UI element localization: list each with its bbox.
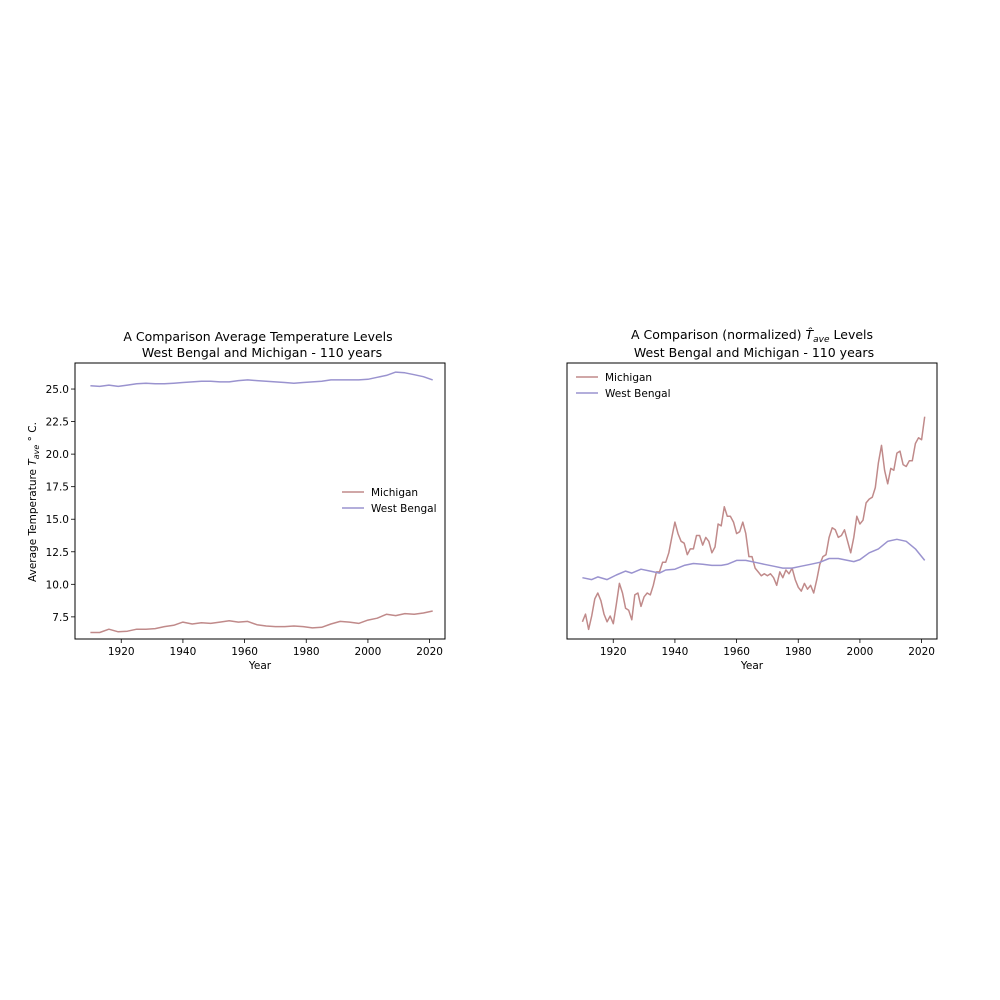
chart-right-x-tick-label-1920: 1920: [600, 646, 627, 658]
chart-right-x-ticks: 1920 1940 1960 1980 2000 2020: [600, 639, 935, 658]
chart-left-series-michigan: [90, 610, 433, 634]
chart-right-legend: Michigan West Bengal: [576, 372, 671, 400]
chart-left: A Comparison Average Temperature Levels …: [27, 329, 446, 672]
chart-left-legend-label-michigan: Michigan: [371, 487, 418, 499]
chart-left-y-ticks: 7.5 10.0 12.5 15.0 17.5 20.0 22.5 25.0: [46, 384, 75, 624]
chart-right-x-tick-label-1940: 1940: [662, 646, 689, 658]
chart-left-y-tick-label-4: 17.5: [46, 482, 69, 494]
chart-left-x-tick-label-1920: 1920: [108, 646, 135, 658]
chart-right-title-line2: West Bengal and Michigan - 110 years: [634, 345, 874, 360]
chart-left-x-tick-label-2000: 2000: [355, 646, 382, 658]
chart-left-x-axis-label: Year: [248, 660, 272, 672]
chart-right-series-west-bengal: [582, 538, 926, 581]
chart-left-x-tick-label-1960: 1960: [231, 646, 258, 658]
chart-left-x-ticks: 1920 1940 1960 1980 2000 2020: [108, 639, 443, 658]
chart-left-x-tick-label-1980: 1980: [293, 646, 320, 658]
chart-right-frame: [566, 362, 938, 640]
chart-left-y-axis-label: Average Temperature Tave ° C.: [27, 422, 41, 582]
chart-left-series-west-bengal: [90, 371, 433, 388]
chart-left-y-tick-label-0: 7.5: [52, 612, 69, 624]
chart-left-y-tick-label-2: 12.5: [46, 547, 69, 559]
chart-right-legend-label-west-bengal: West Bengal: [605, 388, 671, 400]
chart-left-frame: [74, 362, 446, 640]
chart-left-x-tick-label-1940: 1940: [170, 646, 197, 658]
chart-left-y-tick-label-3: 15.0: [46, 514, 69, 526]
chart-left-y-tick-label-7: 25.0: [46, 384, 69, 396]
chart-left-y-tick-label-5: 20.0: [46, 449, 69, 461]
chart-right-series-group: [581, 416, 926, 631]
chart-left-title-line2: West Bengal and Michigan - 110 years: [142, 345, 382, 360]
chart-right-x-tick-label-1980: 1980: [785, 646, 812, 658]
chart-right-x-tick-label-2000: 2000: [847, 646, 874, 658]
chart-left-y-tick-label-6: 22.5: [46, 417, 69, 429]
chart-right-x-axis-label: Year: [740, 660, 764, 672]
chart-right: A Comparison (normalized) T̂ave Levels W…: [566, 327, 938, 672]
chart-right-x-tick-label-2020: 2020: [908, 646, 935, 658]
chart-right-legend-label-michigan: Michigan: [605, 372, 652, 384]
chart-right-title-line1: A Comparison (normalized) T̂ave Levels: [631, 327, 873, 345]
chart-right-x-tick-label-1960: 1960: [723, 646, 750, 658]
chart-left-legend: Michigan West Bengal: [342, 487, 437, 515]
chart-left-legend-label-west-bengal: West Bengal: [371, 503, 437, 515]
chart-left-series-group: [90, 371, 433, 634]
chart-left-title-line1: A Comparison Average Temperature Levels: [123, 329, 392, 344]
chart-right-series-michigan: [581, 416, 926, 631]
chart-left-x-tick-label-2020: 2020: [416, 646, 443, 658]
chart-left-y-tick-label-1: 10.0: [46, 579, 69, 591]
